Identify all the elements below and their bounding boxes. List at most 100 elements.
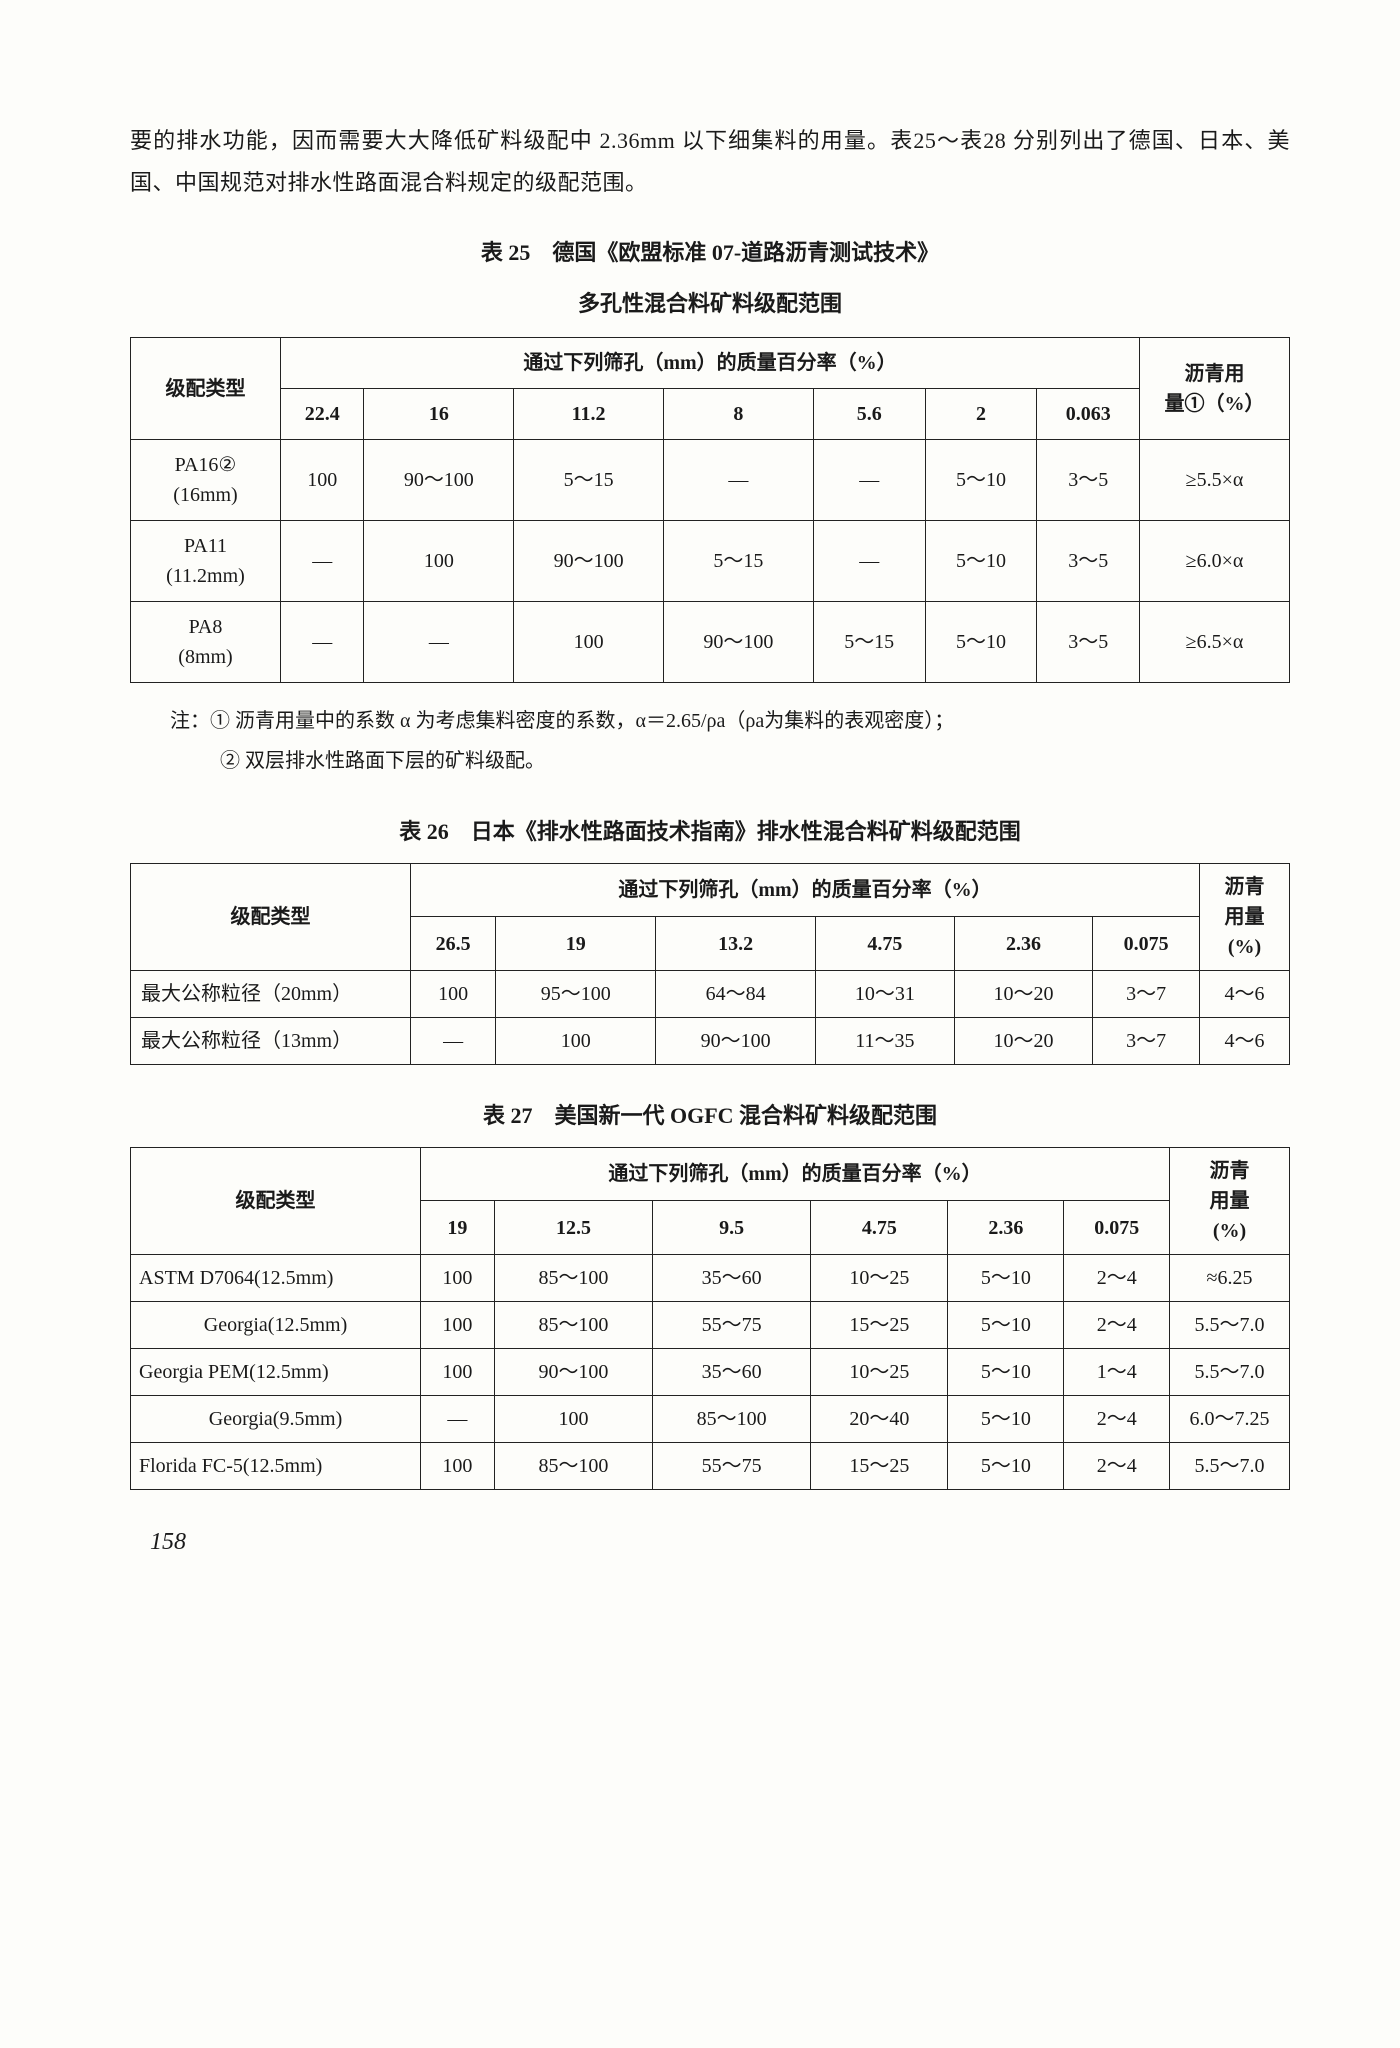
header-asphalt: 沥青用 量①（%） <box>1140 338 1290 440</box>
table-row: Georgia PEM(12.5mm) 100 90～100 35～60 10～… <box>131 1348 1290 1395</box>
cell: 5～15 <box>663 521 813 602</box>
sieve-cell: 13.2 <box>656 917 816 971</box>
row-type: PA16② (16mm) <box>131 440 281 521</box>
sieve-cell: 2.36 <box>948 1201 1064 1255</box>
cell: 1～4 <box>1064 1348 1170 1395</box>
asphalt-cell: ≈6.25 <box>1170 1254 1290 1301</box>
asphalt-cell: 5.5～7.0 <box>1170 1442 1290 1489</box>
type-b: (8mm) <box>178 646 232 668</box>
cell: 55～75 <box>653 1301 811 1348</box>
sieve-cell: 0.075 <box>1064 1201 1170 1255</box>
cell: 10～25 <box>811 1254 948 1301</box>
cell: 2～4 <box>1064 1254 1170 1301</box>
cell: 85～100 <box>494 1254 652 1301</box>
sieve-cell: 19 <box>421 1201 495 1255</box>
cell: 90～100 <box>494 1348 652 1395</box>
asphalt-cell: 6.0～7.25 <box>1170 1395 1290 1442</box>
header-pass: 通过下列筛孔（mm）的质量百分率（%） <box>411 863 1200 917</box>
row-type: PA11 (11.2mm) <box>131 521 281 602</box>
cell: 20～40 <box>811 1395 948 1442</box>
note-2: ② 双层排水性路面下层的矿料级配。 <box>170 741 1290 781</box>
cell: 55～75 <box>653 1442 811 1489</box>
cell: — <box>411 1017 496 1064</box>
cell: 5～10 <box>925 602 1037 683</box>
asphalt-b: 用量 <box>1225 906 1265 928</box>
cell: — <box>663 440 813 521</box>
cell: 15～25 <box>811 1442 948 1489</box>
asphalt-cell: ≥5.5×α <box>1140 440 1290 521</box>
cell: 2～4 <box>1064 1442 1170 1489</box>
cell: 5～10 <box>948 1254 1064 1301</box>
sieve-cell: 22.4 <box>281 389 364 440</box>
sieve-cell: 16 <box>364 389 514 440</box>
cell: 5～10 <box>948 1301 1064 1348</box>
type-a: PA16② <box>175 454 237 476</box>
asphalt-cell: 4～6 <box>1200 970 1290 1017</box>
cell: 5～15 <box>813 602 925 683</box>
cell: 100 <box>421 1254 495 1301</box>
table-row: PA16②(16mm) 100 90～100 5～15 — — 5～10 3～5… <box>131 440 1290 521</box>
table25-notes: 注：① 沥青用量中的系数 α 为考虑集料密度的系数，α＝2.65/ρa（ρa为集… <box>170 701 1290 781</box>
row-type: ASTM D7064(12.5mm) <box>131 1254 421 1301</box>
sieve-cell: 4.75 <box>811 1201 948 1255</box>
asphalt-cell: 5.5～7.0 <box>1170 1301 1290 1348</box>
table-header-row: 级配类型 通过下列筛孔（mm）的质量百分率（%） 沥青 用量 (%) <box>131 863 1290 917</box>
sieve-cell: 19 <box>496 917 656 971</box>
header-asphalt: 沥青 用量 (%) <box>1170 1147 1290 1254</box>
cell: 5～10 <box>948 1395 1064 1442</box>
cell: 15～25 <box>811 1301 948 1348</box>
page-number: 158 <box>150 1520 1290 1566</box>
cell: — <box>421 1395 495 1442</box>
cell: 100 <box>411 970 496 1017</box>
cell: 100 <box>496 1017 656 1064</box>
type-b: (11.2mm) <box>166 565 245 587</box>
cell: 100 <box>364 521 514 602</box>
cell: 2～4 <box>1064 1301 1170 1348</box>
cell: 90～100 <box>514 521 664 602</box>
row-type: Georgia PEM(12.5mm) <box>131 1348 421 1395</box>
row-type: Georgia(12.5mm) <box>131 1301 421 1348</box>
asphalt-cell: 4～6 <box>1200 1017 1290 1064</box>
table-row: PA11(11.2mm) — 100 90～100 5～15 — 5～10 3～… <box>131 521 1290 602</box>
cell: 100 <box>421 1301 495 1348</box>
table27-title: 表 27 美国新一代 OGFC 混合料矿料级配范围 <box>130 1095 1290 1137</box>
cell: 5～15 <box>514 440 664 521</box>
table-row: ASTM D7064(12.5mm) 100 85～100 35～60 10～2… <box>131 1254 1290 1301</box>
cell: 3～5 <box>1037 440 1140 521</box>
table-25: 级配类型 通过下列筛孔（mm）的质量百分率（%） 沥青用 量①（%） 22.4 … <box>130 337 1290 683</box>
table-row: Georgia(9.5mm) — 100 85～100 20～40 5～10 2… <box>131 1395 1290 1442</box>
header-type: 级配类型 <box>131 338 281 440</box>
asphalt-cell: ≥6.5×α <box>1140 602 1290 683</box>
asphalt-c: (%) <box>1213 1220 1246 1242</box>
row-type: 最大公称粒径（13mm） <box>131 1017 411 1064</box>
row-type: PA8 (8mm) <box>131 602 281 683</box>
asphalt-label-a: 沥青用 <box>1185 363 1245 385</box>
cell: 90～100 <box>364 440 514 521</box>
cell: 100 <box>514 602 664 683</box>
cell: 10～20 <box>954 1017 1093 1064</box>
table25-title: 表 25 德国《欧盟标准 07-道路沥青测试技术》 <box>130 232 1290 274</box>
type-a: PA11 <box>184 535 227 557</box>
table26-title: 表 26 日本《排水性路面技术指南》排水性混合料矿料级配范围 <box>130 811 1290 853</box>
cell: — <box>364 602 514 683</box>
cell: 5～10 <box>925 521 1037 602</box>
cell: 85～100 <box>494 1301 652 1348</box>
table-sieve-row: 22.4 16 11.2 8 5.6 2 0.063 <box>131 389 1290 440</box>
type-b: (16mm) <box>173 484 237 506</box>
table-header-row: 级配类型 通过下列筛孔（mm）的质量百分率（%） 沥青 用量 (%) <box>131 1147 1290 1201</box>
header-type: 级配类型 <box>131 863 411 970</box>
table-row: 最大公称粒径（13mm） — 100 90～100 11～35 10～20 3～… <box>131 1017 1290 1064</box>
type-a: PA8 <box>189 616 223 638</box>
intro-paragraph: 要的排水功能，因而需要大大降低矿料级配中 2.36mm 以下细集料的用量。表25… <box>130 120 1290 204</box>
table-row: Georgia(12.5mm) 100 85～100 55～75 15～25 5… <box>131 1301 1290 1348</box>
cell: 100 <box>281 440 364 521</box>
cell: 3～5 <box>1037 602 1140 683</box>
row-type: 最大公称粒径（20mm） <box>131 970 411 1017</box>
cell: 90～100 <box>663 602 813 683</box>
row-type: Georgia(9.5mm) <box>131 1395 421 1442</box>
sieve-cell: 0.063 <box>1037 389 1140 440</box>
sieve-cell: 5.6 <box>813 389 925 440</box>
cell: 85～100 <box>653 1395 811 1442</box>
table-row: 最大公称粒径（20mm） 100 95～100 64～84 10～31 10～2… <box>131 970 1290 1017</box>
sieve-cell: 11.2 <box>514 389 664 440</box>
